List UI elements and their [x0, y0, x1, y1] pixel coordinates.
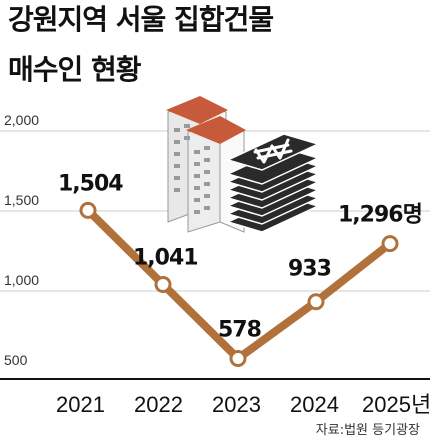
data-label: 1,296명 [338, 203, 422, 228]
data-label: 933 [288, 257, 331, 282]
x-tick-label: 2021 [56, 392, 105, 417]
data-label: 1,041 [133, 245, 198, 270]
x-tick-label: 2022 [134, 392, 183, 417]
chart-title-line1: 강원지역 서울 집합건물 [8, 3, 274, 36]
banknote-stack-icon [225, 133, 321, 233]
source-note: 자료:법원 등기광장 [315, 423, 420, 438]
y-tick-label: 1,000 [4, 272, 39, 288]
data-point-marker [154, 275, 172, 293]
data-point-marker [381, 235, 399, 253]
data-point-marker [79, 201, 97, 219]
y-tick-label: 2,000 [4, 112, 39, 128]
apartment-building-icon [166, 96, 246, 233]
data-point-marker [229, 350, 247, 368]
data-markers [79, 201, 399, 368]
x-tick-label: 2025년 [362, 392, 430, 417]
data-label: 578 [218, 318, 261, 343]
x-tick-labels: 2021 2022 2023 2024 2025년 [56, 392, 430, 417]
data-label: 1,504 [58, 171, 123, 196]
data-labels: 1,504 1,041 578 933 1,296명 [58, 171, 423, 343]
y-tick-label: 500 [4, 352, 28, 368]
x-tick-label: 2024 [290, 392, 339, 417]
data-point-marker [307, 293, 325, 311]
y-tick-labels: 2,000 1,500 1,000 500 [4, 112, 39, 368]
y-tick-label: 1,500 [4, 192, 39, 208]
x-tick-label: 2023 [212, 392, 261, 417]
chart-title-line2: 매수인 현황 [8, 53, 142, 86]
